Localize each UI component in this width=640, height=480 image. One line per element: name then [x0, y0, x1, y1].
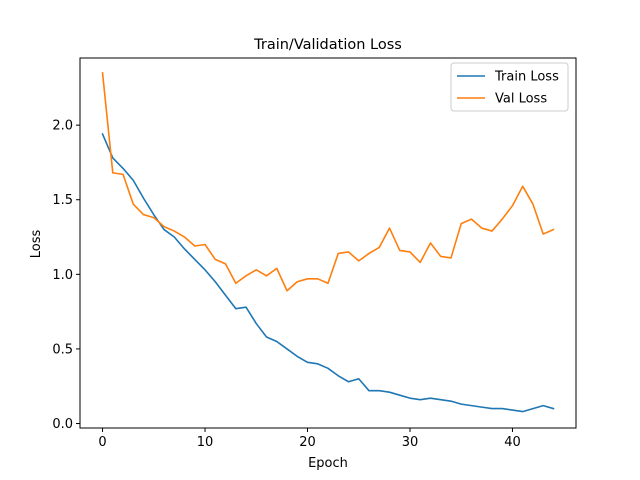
y-tick-label: 1.0	[52, 268, 73, 283]
legend: Train Loss Val Loss	[450, 62, 569, 112]
plot-area	[101, 72, 555, 413]
y-axis-label: Loss	[29, 230, 44, 259]
axes-frame	[79, 57, 577, 429]
x-tick-label: 10	[197, 435, 214, 450]
x-tick-label: 20	[299, 435, 316, 450]
legend-frame	[450, 62, 569, 112]
legend-label-train-loss: Train Loss	[494, 70, 559, 85]
y-tick-label: 0.5	[52, 342, 73, 357]
legend-label-val-loss: Val Loss	[495, 92, 547, 107]
x-tick-label: 30	[402, 435, 419, 450]
y-tick-label: 0.0	[52, 417, 73, 432]
series-line-train-loss	[101, 133, 555, 413]
x-axis-label: Epoch	[308, 456, 348, 471]
axes: 0 10 20 30 40 0.0 0.5 1.0 1.5 2.0	[52, 57, 577, 450]
chart-title: Train/Validation Loss	[253, 37, 402, 53]
y-tick-label: 1.5	[52, 193, 73, 208]
x-tick-label: 40	[504, 435, 521, 450]
series-line-val-loss	[101, 72, 555, 292]
y-tick-label: 2.0	[52, 119, 73, 134]
x-tick-label: 0	[98, 435, 106, 450]
